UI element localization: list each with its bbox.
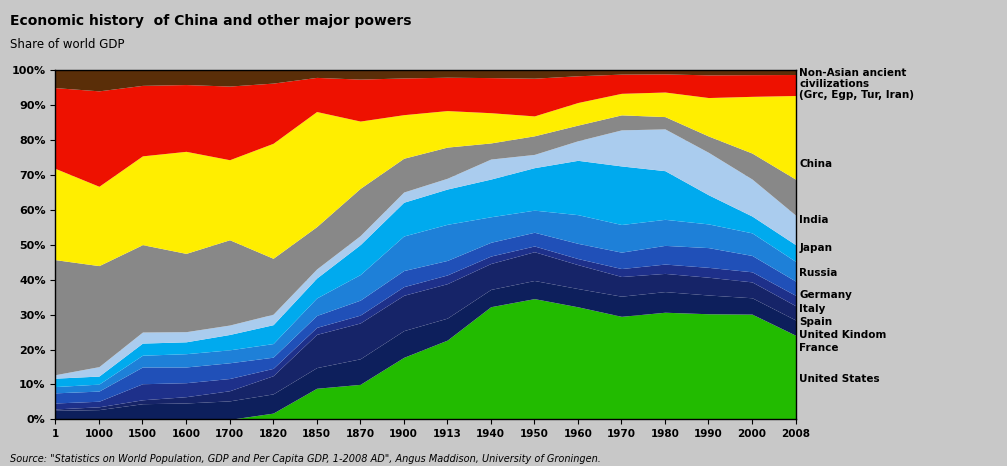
Text: China: China	[800, 159, 833, 169]
Text: Japan: Japan	[800, 243, 832, 253]
Text: Economic history  of China and other major powers: Economic history of China and other majo…	[10, 14, 412, 28]
Text: Spain: Spain	[800, 317, 833, 327]
Text: Share of world GDP: Share of world GDP	[10, 38, 125, 51]
Text: Russia: Russia	[800, 267, 838, 278]
Text: United Kindom: United Kindom	[800, 330, 886, 340]
Text: United States: United States	[800, 374, 880, 384]
Text: Non-Asian ancient
civilizations
(Grc, Egp, Tur, Iran): Non-Asian ancient civilizations (Grc, Eg…	[800, 68, 914, 100]
Text: Italy: Italy	[800, 304, 826, 314]
Text: Germany: Germany	[800, 290, 852, 300]
Text: Source: "Statistics on World Population, GDP and Per Capita GDP, 1-2008 AD", Ang: Source: "Statistics on World Population,…	[10, 454, 601, 464]
Text: India: India	[800, 215, 829, 225]
Text: France: France	[800, 343, 839, 353]
